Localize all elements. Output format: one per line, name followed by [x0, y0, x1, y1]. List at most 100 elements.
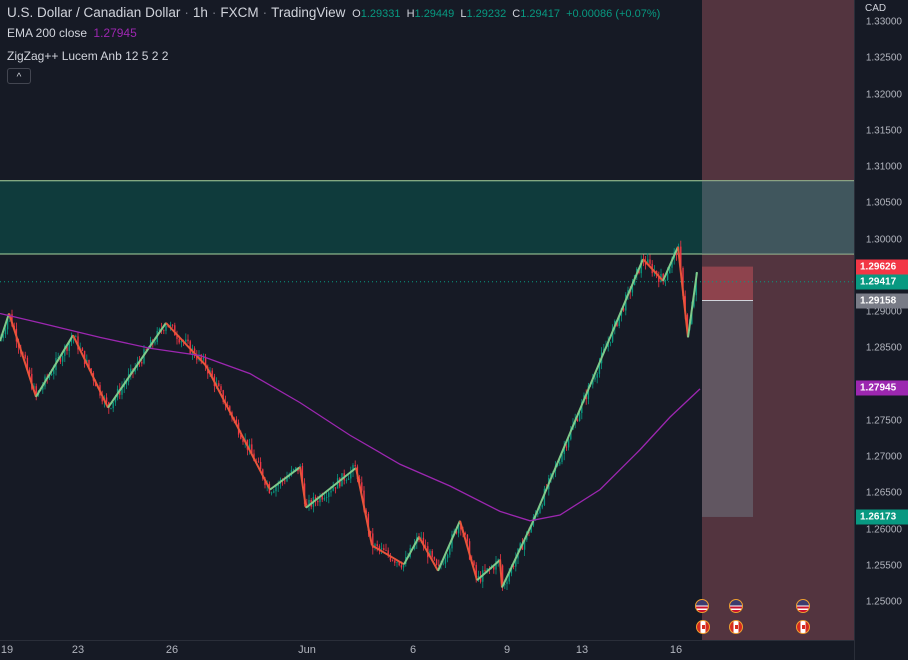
- currency-label[interactable]: CAD: [865, 3, 887, 14]
- candle-body: [319, 495, 321, 503]
- candle-body: [347, 478, 350, 480]
- candle-body: [444, 558, 447, 564]
- candle-body: [396, 562, 398, 563]
- candle-body: [81, 348, 84, 351]
- zigzag-indicator-legend[interactable]: ZigZag++ Lucem Anb 12 5 2 2: [7, 49, 168, 63]
- candle-body: [429, 550, 431, 558]
- candle-body: [101, 395, 103, 402]
- candle-body: [317, 501, 319, 503]
- candle-body: [561, 453, 563, 463]
- price-tick: 1.25000: [865, 596, 902, 608]
- candle-body: [475, 564, 477, 578]
- candle-body: [277, 483, 279, 487]
- open-value: 1.29331: [360, 8, 401, 20]
- candle-body: [640, 260, 642, 274]
- price-tag: 1.29626: [856, 259, 908, 275]
- candle-body: [350, 471, 352, 479]
- candle-body: [64, 346, 66, 356]
- candle-body: [433, 557, 436, 560]
- candle-body: [537, 512, 539, 515]
- candle-body: [372, 533, 374, 549]
- candle-body: [330, 490, 332, 493]
- candle-body: [325, 497, 328, 498]
- us-flag-icon[interactable]: [695, 599, 709, 613]
- candle-body: [501, 565, 504, 586]
- candle-body: [105, 397, 108, 403]
- candle-body: [383, 548, 385, 551]
- symbol-legend[interactable]: U.S. Dollar / Canadian Dollar · 1h · FXCM · Tr…: [7, 5, 661, 20]
- candle-body: [543, 488, 546, 505]
- candle-body: [169, 324, 172, 328]
- time-tick: 19: [0, 644, 14, 656]
- candle-body: [473, 561, 475, 565]
- price-tag: 1.27945: [856, 380, 908, 396]
- candle-body: [378, 546, 381, 550]
- candle-body: [675, 251, 678, 255]
- price-tick: 1.30500: [865, 197, 902, 209]
- ca-flag-icon[interactable]: [696, 620, 710, 634]
- zigzag-indicator-label[interactable]: ZigZag++ Lucem Anb 12 5 2 2: [7, 49, 169, 63]
- interval-label[interactable]: 1h: [192, 5, 208, 20]
- candle-body: [391, 560, 394, 562]
- candle-body: [220, 386, 222, 391]
- candle-body: [431, 550, 433, 558]
- candle-body: [438, 564, 440, 566]
- candle-body: [495, 561, 497, 570]
- ca-flag-icon[interactable]: [729, 620, 743, 634]
- candle-body: [442, 563, 444, 565]
- ema-indicator-label[interactable]: EMA 200 close: [7, 26, 88, 40]
- candle-body: [4, 329, 7, 335]
- candle-body: [611, 328, 614, 342]
- candle-body: [559, 462, 561, 465]
- chart-pane[interactable]: U.S. Dollar / Canadian Dollar · 1h · FXCM · Tr…: [0, 0, 854, 640]
- candle-body: [240, 434, 242, 439]
- candle-body: [70, 338, 73, 343]
- price-tick: 1.27000: [865, 451, 902, 463]
- candle-body: [154, 342, 156, 344]
- time-axis[interactable]: 19 23 26 Jun 6 9 13 16: [0, 640, 854, 660]
- change-value: +0.00086 (+0.07%): [566, 8, 661, 20]
- price-tick: 1.31500: [865, 125, 902, 137]
- candle-body: [550, 473, 552, 478]
- candle-body: [163, 330, 165, 332]
- us-flag-icon[interactable]: [796, 599, 810, 613]
- candle-body: [376, 544, 378, 547]
- candle-body: [114, 397, 117, 403]
- candle-body: [380, 548, 383, 550]
- zigzag-segment: [165, 322, 207, 367]
- candle-body: [486, 568, 488, 572]
- ema-indicator-legend[interactable]: EMA 200 close 1.27945: [7, 26, 137, 40]
- low-value: 1.29232: [466, 8, 507, 20]
- collapse-legend-button[interactable]: ^: [7, 68, 31, 84]
- candle-body: [563, 446, 565, 454]
- candle-body: [477, 575, 480, 578]
- candle-body: [123, 384, 125, 388]
- candle-body: [88, 359, 90, 369]
- us-flag-icon[interactable]: [729, 599, 743, 613]
- candle-body: [248, 444, 251, 450]
- candle-body: [497, 559, 499, 562]
- ca-flag-icon[interactable]: [796, 620, 810, 634]
- candle-body: [449, 548, 451, 555]
- ohlc-values: O1.29331 H1.29449 L1.29232 C1.29417 +0.0…: [352, 8, 661, 20]
- candle-body: [125, 381, 128, 385]
- candle-body: [567, 439, 570, 448]
- price-axis[interactable]: CAD 1.33000 1.32500 1.32000 1.31500 1.31000 1…: [854, 0, 908, 660]
- candle-body: [664, 279, 667, 281]
- zigzag-segment: [371, 544, 405, 566]
- price-tag: 1.29158: [856, 293, 908, 309]
- candle-body: [519, 543, 521, 549]
- candle-body: [286, 477, 288, 482]
- zigzag-segment: [0, 313, 10, 342]
- zigzag-segment: [72, 334, 109, 409]
- price-chart[interactable]: [0, 0, 854, 640]
- zigzag-segment: [8, 313, 37, 398]
- candle-body: [275, 486, 277, 492]
- time-tick: Jun: [298, 644, 316, 656]
- candle-body: [259, 461, 262, 470]
- zigzag-segment: [355, 467, 373, 546]
- candle-body: [576, 419, 579, 421]
- candle-body: [647, 259, 649, 265]
- candle-body: [389, 555, 392, 561]
- symbol-name[interactable]: U.S. Dollar / Canadian Dollar: [7, 5, 181, 20]
